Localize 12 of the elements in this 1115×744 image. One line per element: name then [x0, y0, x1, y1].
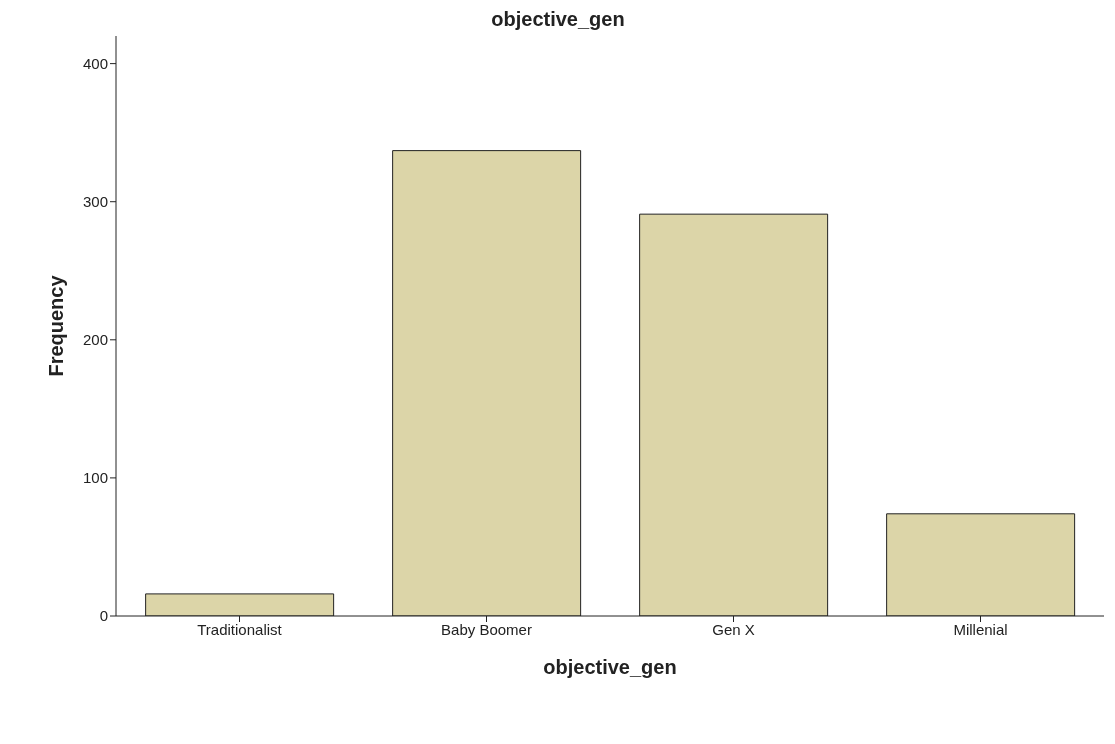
x-tick-label: Millenial	[953, 620, 1008, 638]
x-tick-label: Traditionalist	[197, 620, 283, 638]
y-tick-label: 200	[82, 331, 108, 349]
y-axis-title: Frequency	[45, 274, 68, 377]
y-tick-label: 0	[99, 607, 108, 625]
x-tick-label: Gen X	[712, 620, 755, 638]
x-axis-title: objective_gen	[543, 656, 677, 678]
chart-title: objective_gen	[490, 8, 626, 31]
y-tick-label: 400	[82, 54, 108, 72]
y-tick-label: 300	[82, 193, 108, 211]
x-tick-label: Baby Boomer	[441, 620, 532, 638]
y-tick-label: 100	[82, 469, 108, 487]
